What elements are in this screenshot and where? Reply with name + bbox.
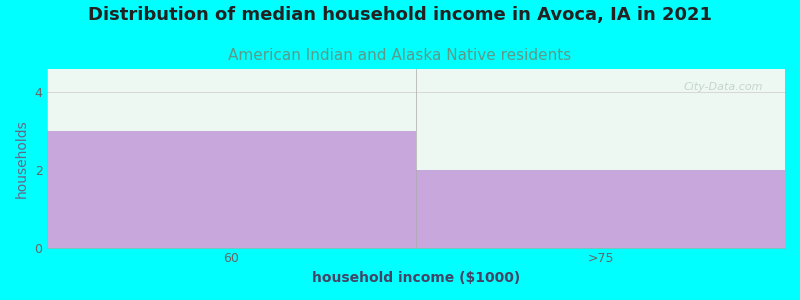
- Text: American Indian and Alaska Native residents: American Indian and Alaska Native reside…: [228, 48, 572, 63]
- Y-axis label: households: households: [15, 119, 29, 198]
- X-axis label: household income ($1000): household income ($1000): [312, 271, 520, 285]
- Text: Distribution of median household income in Avoca, IA in 2021: Distribution of median household income …: [88, 6, 712, 24]
- Text: City-Data.com: City-Data.com: [683, 82, 763, 92]
